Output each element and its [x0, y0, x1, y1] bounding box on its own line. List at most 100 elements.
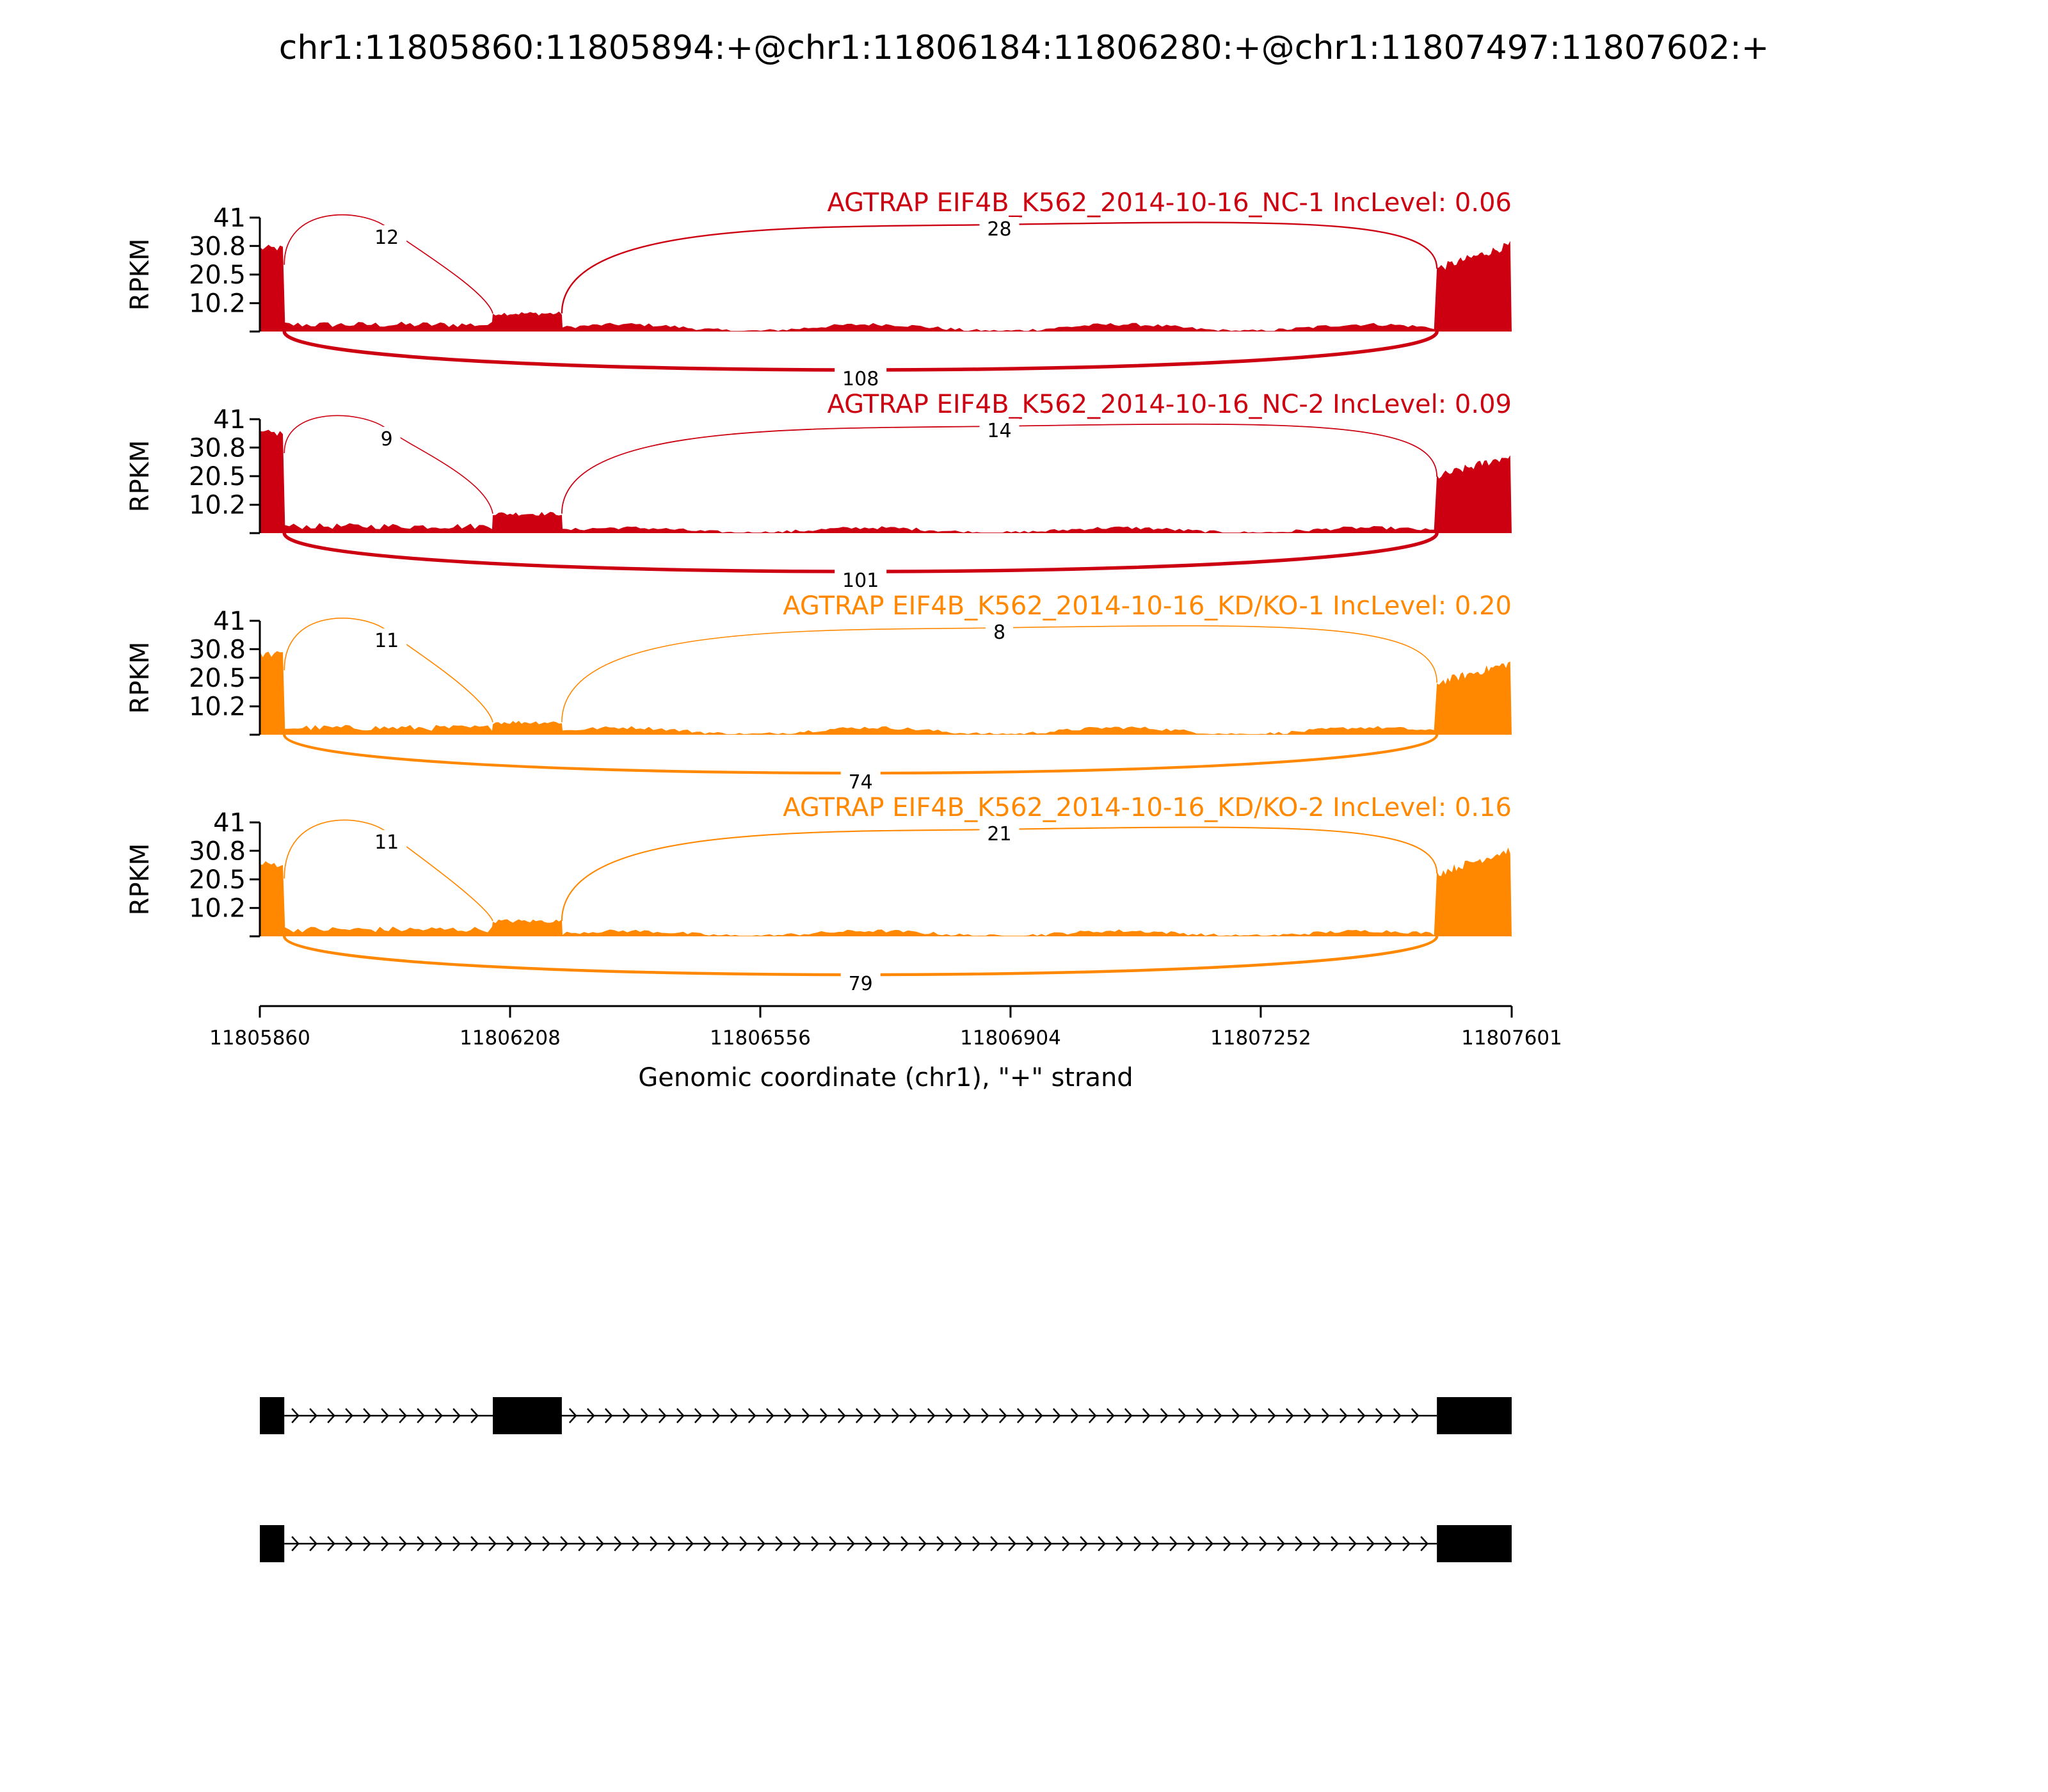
strand-arrow-icon [1205, 1536, 1213, 1551]
strand-arrow-icon [721, 1536, 730, 1551]
junction-label-bg [986, 620, 1014, 643]
strand-arrow-icon [837, 1408, 846, 1423]
sample-label: AGTRAP EIF4B_K562_2014-10-16_KD/KO-1 Inc… [783, 591, 1512, 621]
sample-label: AGTRAP EIF4B_K562_2014-10-16_NC-1 IncLev… [828, 188, 1512, 218]
junction-count-label: 8 [993, 621, 1005, 644]
y-axis-label: RPKM [125, 844, 155, 916]
strand-arrow-icon [399, 1536, 407, 1551]
sample-label: AGTRAP EIF4B_K562_2014-10-16_KD/KO-2 Inc… [783, 793, 1512, 822]
strand-arrow-icon [291, 1536, 300, 1551]
strand-arrow-icon [990, 1536, 998, 1551]
junction-label-bg [979, 217, 1020, 240]
strand-arrow-icon [435, 1408, 443, 1423]
junction-label-bg [979, 419, 1020, 442]
strand-arrow-icon [1034, 1408, 1043, 1423]
strand-arrow-icon [596, 1536, 604, 1551]
strand-arrow-icon [452, 1408, 461, 1423]
junction-count-label: 108 [842, 368, 879, 390]
strand-arrow-icon [1016, 1408, 1025, 1423]
strand-arrow-icon [963, 1408, 972, 1423]
strand-arrow-icon [622, 1408, 631, 1423]
junction-count-label: 14 [987, 420, 1011, 442]
strand-arrow-icon [327, 1536, 335, 1551]
strand-arrow-icon [363, 1536, 371, 1551]
strand-arrow-icon [291, 1408, 300, 1423]
strand-arrow-icon [1178, 1408, 1187, 1423]
y-tick-label: 10.2 [189, 692, 246, 722]
exon-block [493, 1397, 562, 1434]
strand-arrow-icon [1321, 1408, 1330, 1423]
x-tick-label: 11806904 [960, 1027, 1061, 1050]
junction-count-label: 12 [374, 227, 399, 249]
y-tick-label: 20.5 [189, 462, 246, 492]
strand-arrow-icon [524, 1536, 532, 1551]
strand-arrow-icon [1008, 1536, 1016, 1551]
x-axis-label: Genomic coordinate (chr1), "+" strand [638, 1063, 1133, 1092]
junction-label-bg [367, 830, 407, 853]
junction-count-label: 74 [849, 771, 873, 794]
strand-arrow-icon [1366, 1536, 1375, 1551]
strand-arrow-icon [883, 1536, 891, 1551]
junction-label-bg [979, 822, 1020, 845]
strand-arrow-icon [1313, 1536, 1321, 1551]
junction-label-bg [367, 628, 407, 652]
strand-arrow-icon [765, 1408, 774, 1423]
junction-label-bg [367, 225, 407, 248]
strand-arrow-icon [1411, 1408, 1420, 1423]
strand-arrow-icon [783, 1408, 792, 1423]
strand-arrow-icon [381, 1408, 389, 1423]
junction-count-label: 79 [849, 973, 873, 995]
strand-arrow-icon [640, 1408, 649, 1423]
strand-arrow-icon [1420, 1536, 1428, 1551]
x-tick-label: 11807601 [1461, 1027, 1562, 1050]
y-axis-label: RPKM [125, 239, 155, 311]
y-tick-label: 30.8 [189, 232, 246, 261]
strand-arrow-icon [1241, 1536, 1249, 1551]
y-tick-label: 20.5 [189, 664, 246, 693]
y-tick-label: 20.5 [189, 865, 246, 895]
strand-arrow-icon [1259, 1536, 1267, 1551]
strand-arrow-icon [1393, 1408, 1402, 1423]
strand-arrow-icon [1116, 1536, 1124, 1551]
y-axis-label: RPKM [125, 440, 155, 513]
y-tick-label: 41 [213, 204, 246, 233]
strand-arrow-icon [998, 1408, 1007, 1423]
strand-arrow-icon [1339, 1408, 1348, 1423]
chart-title: chr1:11805860:11805894:+@chr1:11806184:1… [279, 29, 1769, 67]
strand-arrow-icon [506, 1536, 515, 1551]
strand-arrow-icon [1231, 1408, 1240, 1423]
strand-arrow-icon [668, 1536, 676, 1551]
strand-arrow-icon [1151, 1536, 1160, 1551]
strand-arrow-icon [739, 1536, 748, 1551]
strand-arrow-icon [470, 1408, 479, 1423]
strand-arrow-icon [560, 1536, 568, 1551]
strand-arrow-icon [309, 1408, 317, 1423]
strand-arrow-icon [945, 1408, 954, 1423]
strand-arrow-icon [1223, 1536, 1231, 1551]
strand-arrow-icon [1070, 1408, 1079, 1423]
strand-arrow-icon [1169, 1536, 1178, 1551]
strand-arrow-icon [1052, 1408, 1061, 1423]
strand-arrow-icon [327, 1408, 335, 1423]
y-tick-label: 30.8 [189, 433, 246, 463]
y-tick-label: 10.2 [189, 289, 246, 319]
strand-arrow-icon [1187, 1536, 1196, 1551]
strand-arrow-icon [1196, 1408, 1204, 1423]
y-tick-label: 20.5 [189, 260, 246, 290]
strand-arrow-icon [927, 1408, 936, 1423]
strand-arrow-icon [417, 1408, 425, 1423]
x-axis-ticks: 11805860 11806208 11806556 11806904 11807252… [209, 1006, 1562, 1050]
strand-arrow-icon [703, 1536, 712, 1551]
strand-arrow-icon [604, 1408, 613, 1423]
strand-arrow-icon [1375, 1408, 1384, 1423]
y-tick-label: 41 [213, 808, 246, 838]
strand-arrow-icon [1267, 1408, 1276, 1423]
strand-arrow-icon [345, 1536, 353, 1551]
x-axis: 11805860 11806208 11806556 11806904 11807252… [209, 1005, 1562, 1092]
y-tick-label: 41 [213, 405, 246, 435]
strand-arrow-icon [1098, 1536, 1106, 1551]
x-tick-label: 11806556 [710, 1027, 811, 1050]
junction-count-label: 9 [381, 428, 393, 451]
strand-arrow-icon [757, 1536, 765, 1551]
